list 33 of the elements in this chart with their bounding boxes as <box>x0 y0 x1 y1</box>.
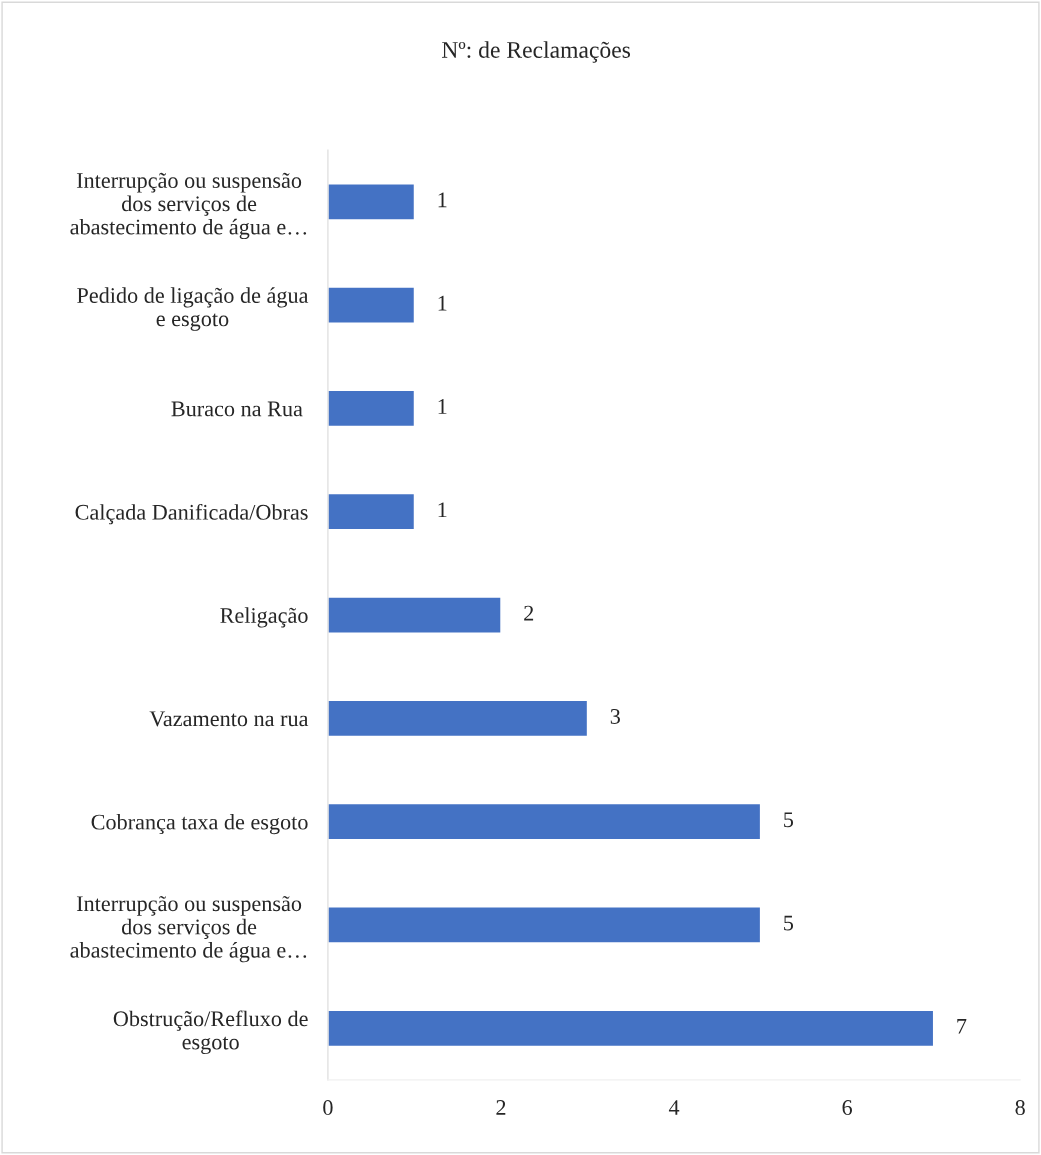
data-label: 1 <box>438 502 447 518</box>
data-label: 5 <box>784 915 794 931</box>
bar <box>327 492 416 531</box>
y-tick-label: Religação <box>220 607 308 628</box>
x-tick-label: 4 <box>668 1100 680 1115</box>
data-label: 1 <box>438 295 447 311</box>
data-label: 2 <box>524 605 534 621</box>
data-label: 1 <box>438 192 447 208</box>
y-tick-label: Obstrução/Refluxo de esgoto <box>113 1010 308 1055</box>
y-tick-label: Calçada Danificada/Obras <box>75 503 308 525</box>
bar <box>327 1009 935 1048</box>
y-tick-label: Buraco na Rua <box>171 401 303 417</box>
x-tick-label: 2 <box>496 1100 506 1115</box>
bar <box>327 802 762 841</box>
x-tick-label: 8 <box>1015 1100 1025 1116</box>
data-label: 5 <box>784 812 794 828</box>
bar <box>327 389 416 428</box>
bar <box>327 906 762 944</box>
y-tick-label: Cobrança taxa de esgoto <box>91 813 308 835</box>
bar <box>327 286 416 324</box>
x-tick-label: 0 <box>323 1100 333 1116</box>
data-label: 3 <box>610 708 620 724</box>
y-tick-label: Pedido de ligação de água e esgoto <box>77 287 309 331</box>
bar <box>327 183 416 221</box>
data-label: 1 <box>438 399 447 414</box>
x-tick-label: 6 <box>842 1100 853 1116</box>
bar <box>327 699 589 738</box>
data-label: 7 <box>957 1019 967 1034</box>
bar <box>327 596 502 634</box>
y-tick-label: Interrupção ou suspensão dos serviços de abastecimento de água e… <box>70 172 307 240</box>
y-tick-label: Interrupção ou suspensão dos serviços de abastecimento de água e… <box>70 895 307 963</box>
chart-title: Nº: de Reclamações <box>442 41 631 63</box>
y-tick-label: Vazamento na rua <box>149 711 309 727</box>
